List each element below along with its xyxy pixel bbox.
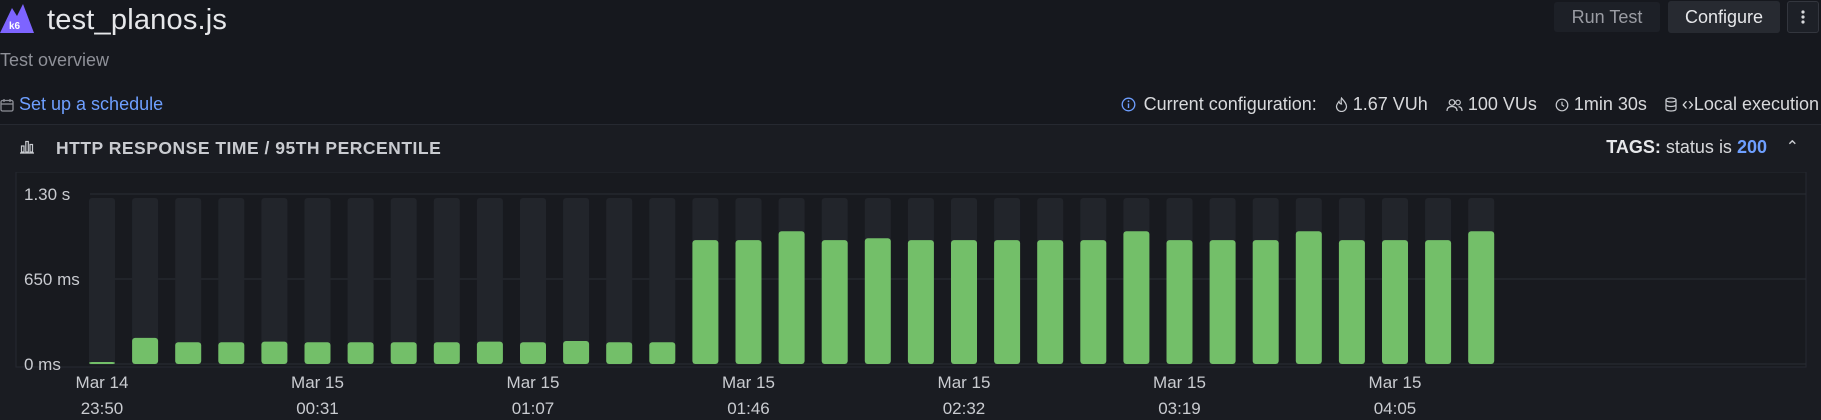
chart-bar-background [520, 198, 546, 364]
response-time-chart: 0 ms 650 ms 1.30 s Mar 14 23:50 Mar 15 00:31 Ma… [0, 171, 1821, 420]
page-header: k6 test_planos.js Run Test Configure [0, 0, 1821, 52]
kebab-menu-icon [1801, 10, 1805, 24]
chart-bar-background [218, 198, 245, 364]
chart-bar [606, 342, 633, 364]
chart-bar [476, 341, 503, 364]
current-configuration: Current configuration: 1.67 VUh 100 VUs … [1103, 94, 1819, 115]
chart-x-tick-time: 23:50 [81, 399, 124, 418]
tag-value: 200 [1736, 137, 1767, 157]
page-subtitle: Test overview [0, 50, 110, 70]
chart-bar [821, 240, 848, 364]
info-icon [1121, 97, 1136, 112]
configure-button[interactable]: Configure [1668, 1, 1780, 33]
chart-bar [1123, 231, 1150, 364]
chart-bar [907, 240, 934, 364]
chart-y-tick-label: 1.30 s [24, 185, 70, 204]
chart-x-tick-time: 01:46 [727, 399, 770, 418]
users-icon [1446, 98, 1463, 111]
chart-bar-background [563, 198, 590, 364]
chart-x-tick-time: 04:05 [1374, 399, 1417, 418]
chart-bar [261, 341, 288, 364]
chart-bar-background [304, 198, 331, 364]
chart-bar [563, 341, 590, 364]
config-label: Current configuration: [1121, 94, 1317, 115]
chart-bar-background [261, 198, 288, 364]
chart-y-tick-label: 0 ms [24, 355, 61, 374]
schedule-link[interactable]: Set up a schedule [0, 94, 163, 115]
chart-x-tick-date: Mar 15 [722, 373, 775, 392]
chart-bar [390, 342, 417, 364]
chart-x-tick-time: 01:07 [512, 399, 555, 418]
tag-operator: is [1718, 137, 1732, 157]
chart-bar [1382, 240, 1408, 364]
chart-bar [1338, 240, 1365, 364]
collapse-chevron-icon[interactable]: ⌃ [1785, 139, 1799, 156]
chart-bar-background [390, 198, 417, 364]
chart-bar [1209, 240, 1236, 364]
chart-bar [1166, 240, 1193, 364]
chart-x-tick-date: Mar 15 [1369, 373, 1422, 392]
chart-bar [1425, 240, 1452, 364]
bar-chart-icon [20, 140, 34, 154]
chart-x-tick-time: 02:32 [943, 399, 986, 418]
chart-bar [132, 337, 159, 364]
chart-x-tick-date: Mar 15 [938, 373, 991, 392]
chart-bar [1080, 240, 1107, 364]
chart-bar-background [89, 198, 115, 364]
chart-bar [89, 362, 115, 364]
config-vus: 100 VUs [1446, 94, 1537, 115]
chart-bar [951, 240, 977, 364]
k6-logo-icon: k6 [0, 4, 34, 33]
config-vuh: 1.67 VUh [1335, 94, 1428, 115]
chart-x-tick-time: 00:31 [296, 399, 339, 418]
chart-bar [218, 342, 245, 364]
tags-label: TAGS: [1606, 137, 1661, 157]
tag-key: status [1665, 137, 1714, 157]
config-execution: ‹›Local execution [1665, 94, 1819, 115]
chart-bar [649, 342, 676, 364]
chart-bar [304, 342, 331, 364]
svg-text:k6: k6 [9, 21, 21, 32]
chart-bar [1295, 231, 1322, 364]
chart-x-tick-date: Mar 15 [507, 373, 560, 392]
chart-bar-background [347, 198, 374, 364]
chart-x-tick-time: 03:19 [1158, 399, 1201, 418]
chart-bar [433, 342, 460, 364]
chart-bar [994, 240, 1021, 364]
chart-bar [1252, 240, 1279, 364]
schedule-label: Set up a schedule [19, 94, 164, 114]
tag-filter[interactable]: TAGS: status is 200 [1606, 137, 1767, 158]
chart-bar-background [606, 198, 633, 364]
run-test-button[interactable]: Run Test [1554, 2, 1660, 32]
chart-bar [520, 342, 546, 364]
chart-x-tick-date: Mar 15 [1153, 373, 1206, 392]
chart-bar [1037, 240, 1064, 364]
config-duration: 1min 30s [1555, 94, 1647, 115]
chart-bar [778, 231, 805, 364]
chart-bar-background [433, 198, 460, 364]
calendar-icon [0, 98, 14, 112]
panel-title: HTTP RESPONSE TIME / 95TH PERCENTILE [56, 138, 442, 158]
chart-x-tick-date: Mar 14 [76, 373, 129, 392]
chart-bar-background [175, 198, 202, 364]
chart-bar-background [132, 198, 159, 364]
chart-bar-background [476, 198, 503, 364]
page-title: test_planos.js [47, 4, 228, 36]
chart-bar [175, 342, 202, 364]
flame-icon [1335, 97, 1347, 112]
chart-bar [735, 240, 762, 364]
more-options-button[interactable] [1787, 1, 1819, 33]
chart-bar [1468, 231, 1495, 364]
chart-x-tick-date: Mar 15 [291, 373, 344, 392]
chart-bar [692, 240, 719, 364]
chart-bar [347, 342, 374, 364]
chart-bar-background [649, 198, 676, 364]
database-icon [1665, 97, 1677, 112]
chart-y-tick-label: 650 ms [24, 270, 80, 289]
info-row: Set up a schedule Current configuration:… [0, 94, 1821, 120]
chart-svg: 0 ms 650 ms 1.30 s Mar 14 23:50 Mar 15 00:31 Ma… [15, 171, 1807, 418]
panel-header[interactable]: HTTP RESPONSE TIME / 95TH PERCENTILE TAG… [0, 125, 1821, 171]
chart-bar [864, 238, 891, 364]
clock-icon [1555, 98, 1569, 111]
